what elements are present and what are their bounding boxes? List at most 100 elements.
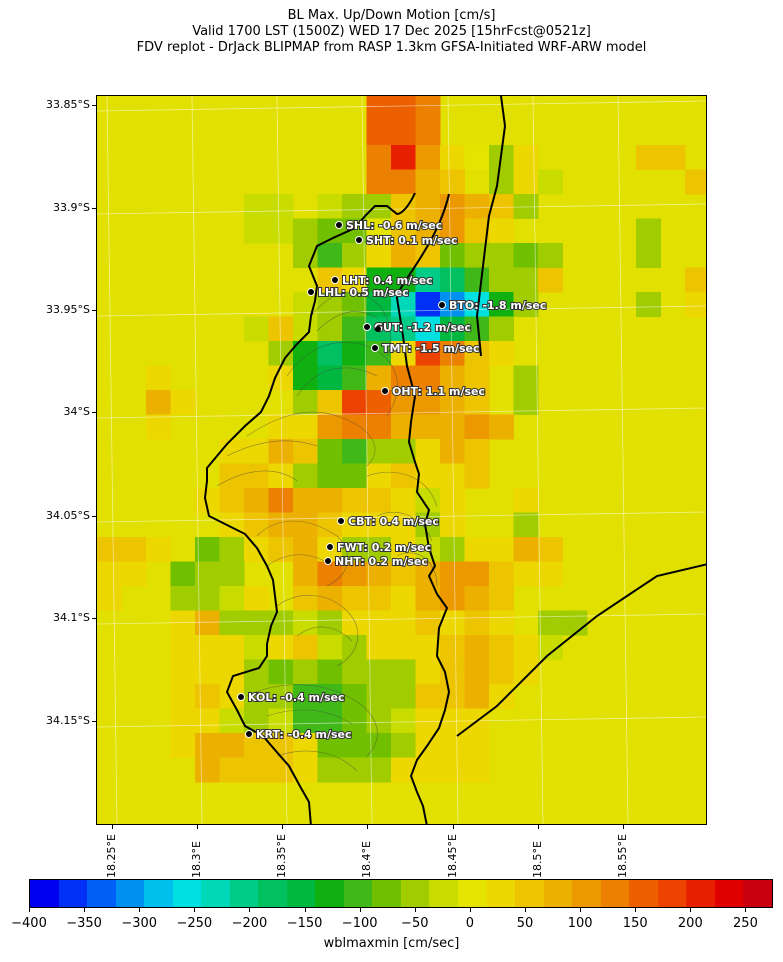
graticule-lon-line	[447, 96, 459, 824]
station-fwt-label: FWT: 0.2 m/sec	[337, 541, 431, 554]
motion-cell	[342, 659, 367, 685]
motion-cell	[415, 96, 441, 121]
station-lhl-label: LHL: 0.5 m/sec	[318, 286, 409, 299]
lat-tick-label: 33.85°S	[46, 98, 90, 111]
motion-cell	[268, 684, 294, 709]
motion-cell	[342, 463, 367, 489]
motion-cell	[342, 561, 367, 587]
motion-cell	[464, 439, 490, 464]
motion-cell	[489, 218, 514, 244]
colorbar-tick-label: 250	[733, 916, 758, 931]
station-cbt-marker	[337, 517, 345, 525]
motion-cell	[513, 243, 539, 268]
lon-tick-label: 18.45°E	[446, 834, 459, 878]
motion-cell	[244, 757, 269, 783]
lat-tick-mark	[92, 618, 96, 619]
motion-cell	[146, 414, 171, 440]
terrain-contour	[246, 411, 376, 467]
lat-tick-mark	[92, 412, 96, 413]
graticule-lat-line	[97, 100, 706, 112]
motion-cell	[244, 708, 269, 734]
peninsula-coastline	[203, 192, 416, 824]
colorbar-swatch	[629, 880, 658, 907]
motion-cell	[415, 169, 441, 195]
motion-cell	[317, 684, 343, 709]
motion-cell	[464, 267, 490, 293]
motion-cell	[342, 586, 367, 611]
colorbar-swatch	[572, 880, 601, 907]
colorbar-swatch	[686, 880, 715, 907]
terrain-contour	[276, 750, 358, 772]
motion-cell	[415, 708, 441, 734]
motion-cell	[244, 684, 269, 709]
motion-cell	[415, 390, 441, 415]
colorbar-tick-label: 50	[516, 916, 534, 931]
motion-cell	[415, 341, 441, 366]
colorbar-label: wblmaxmin [cm/sec]	[323, 936, 460, 951]
motion-cell	[268, 733, 294, 758]
motion-cell	[244, 537, 269, 562]
lat-tick-label: 34.15°S	[46, 714, 90, 727]
motion-cell	[440, 635, 465, 660]
terrain-contour	[310, 291, 392, 357]
motion-cell	[219, 488, 245, 513]
lon-tick-label: 18.25°E	[105, 834, 118, 878]
motion-cell	[268, 708, 294, 734]
motion-cell	[415, 561, 441, 587]
station-bto-marker	[438, 301, 446, 309]
motion-cell	[219, 757, 245, 783]
lat-tick-label: 33.95°S	[46, 303, 90, 316]
motion-cell	[440, 561, 465, 587]
motion-cell	[293, 757, 318, 783]
station-tmt-label: TMT: -1.5 m/sec	[382, 342, 479, 355]
motion-cell	[342, 267, 367, 293]
motion-cell	[489, 561, 514, 587]
motion-cell	[440, 243, 465, 268]
motion-cell	[513, 267, 539, 293]
motion-cell	[244, 194, 269, 219]
colorbar-swatch	[486, 880, 516, 907]
motion-cell	[317, 194, 343, 219]
motion-cell	[489, 194, 514, 219]
motion-cell	[538, 561, 563, 587]
terrain-contour	[256, 520, 349, 587]
motion-cell	[170, 684, 196, 709]
station-shl-marker	[335, 221, 343, 229]
motion-cell	[464, 145, 490, 170]
graticule-lon-line	[532, 96, 544, 824]
motion-cell	[489, 267, 514, 293]
motion-cell	[366, 757, 392, 783]
motion-cell	[464, 341, 490, 366]
motion-cell	[391, 169, 416, 195]
motion-cell	[342, 610, 367, 636]
station-lht-marker	[331, 276, 339, 284]
motion-cell	[293, 586, 318, 611]
motion-cell	[293, 463, 318, 489]
colorbar-swatch	[372, 880, 401, 907]
station-fwt-marker	[326, 543, 334, 551]
colorbar-tick-mark	[84, 908, 86, 912]
motion-cell	[464, 537, 490, 562]
motion-cell	[440, 659, 465, 685]
motion-cell	[415, 365, 441, 391]
motion-cell	[513, 561, 539, 587]
motion-cell	[636, 218, 661, 244]
lon-tick-mark	[197, 825, 198, 829]
station-oht-marker	[381, 387, 389, 395]
station-gut-label: GUT: -1.2 m/sec	[374, 321, 471, 334]
lat-tick-mark	[92, 208, 96, 209]
colorbar-tick-label: 200	[677, 916, 703, 931]
colorbar-tick-mark	[469, 908, 471, 912]
colorbar-tick-mark	[745, 908, 747, 912]
motion-cell	[366, 96, 392, 121]
motion-cell	[562, 610, 588, 636]
colorbar-swatch	[343, 880, 373, 907]
motion-cell	[415, 145, 441, 170]
graticule-lat-line	[97, 716, 706, 728]
motion-cell	[415, 267, 441, 293]
motion-cell	[685, 292, 706, 317]
lon-tick-label: 18.35°E	[275, 834, 288, 878]
motion-cell	[489, 586, 514, 611]
motion-cell	[391, 145, 416, 170]
motion-cell	[538, 610, 563, 636]
